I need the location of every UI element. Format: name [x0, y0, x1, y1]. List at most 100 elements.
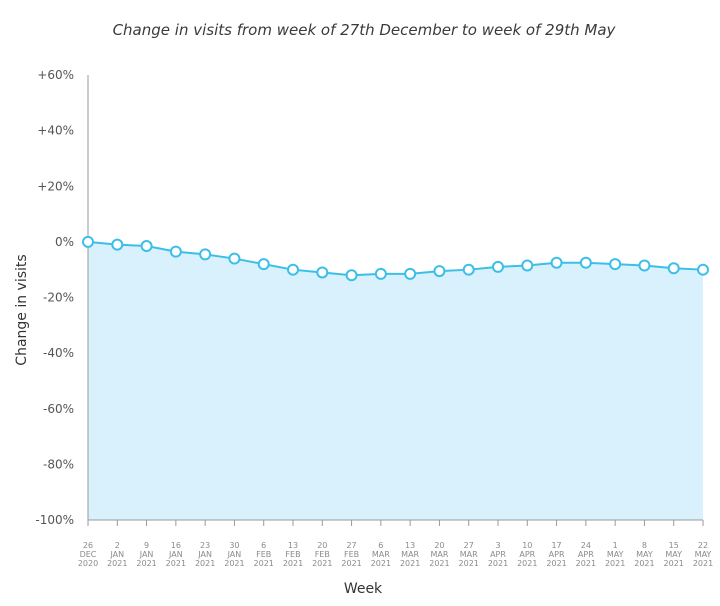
x-tick-label: JAN — [109, 550, 124, 559]
x-tick-label: 3 — [495, 541, 500, 550]
data-point[interactable] — [111, 238, 124, 251]
data-point[interactable] — [82, 235, 94, 248]
marker-layer — [82, 235, 709, 282]
x-tick-label: JAN — [197, 550, 212, 559]
y-axis-label: Change in visits — [14, 254, 30, 365]
x-axis-label: Week — [344, 581, 383, 597]
data-point[interactable] — [316, 266, 329, 279]
x-tick-label: 2021 — [576, 559, 596, 568]
x-tick-label: 2021 — [517, 559, 537, 568]
y-tick-labels: +60% +40% +20% 0% -20% -40% -60% -80% -100% — [35, 68, 74, 527]
x-tick-label: 2021 — [107, 559, 127, 568]
x-tick-label: 2021 — [283, 559, 303, 568]
data-point[interactable] — [345, 269, 358, 282]
data-point[interactable] — [140, 240, 153, 253]
y-tick-label: +20% — [37, 179, 74, 193]
y-tick-label: -40% — [43, 346, 74, 360]
x-tick-label: 27 — [464, 541, 474, 550]
y-tick-label: -80% — [43, 457, 74, 471]
data-point[interactable] — [697, 263, 709, 276]
x-tick-label: 13 — [405, 541, 415, 550]
x-tick-label: 6 — [378, 541, 383, 550]
x-tick-label: APR — [519, 550, 535, 559]
x-tick-label: 17 — [551, 541, 561, 550]
y-tick-label: +40% — [37, 124, 74, 138]
x-tick-label: MAR — [460, 550, 478, 559]
x-tick-label: 24 — [581, 541, 591, 550]
x-tick-label: 2021 — [546, 559, 566, 568]
x-tick-label: 2021 — [693, 559, 713, 568]
data-point[interactable] — [287, 263, 299, 276]
data-point[interactable] — [169, 245, 182, 258]
y-tick-label: -20% — [43, 291, 74, 305]
x-tick-label: MAR — [401, 550, 419, 559]
x-tick-label: MAR — [430, 550, 448, 559]
axis-layer — [87, 75, 704, 526]
x-tick-label: MAY — [665, 550, 682, 559]
y-tick-label: 0% — [55, 235, 74, 249]
x-tick-label: 20 — [317, 541, 327, 550]
data-point[interactable] — [199, 248, 212, 261]
y-tick-label: +60% — [37, 68, 74, 82]
data-point[interactable] — [638, 259, 651, 272]
x-tick-label: 2021 — [459, 559, 479, 568]
x-tick-label: 8 — [642, 541, 647, 550]
x-tick-label: 2021 — [195, 559, 215, 568]
x-tick-label: 2021 — [605, 559, 625, 568]
x-tick-label: APR — [549, 550, 565, 559]
x-tick-label: 2021 — [341, 559, 361, 568]
x-tick-label: FEB — [285, 550, 300, 559]
x-tick-label: 1 — [613, 541, 618, 550]
x-tick-label: FEB — [315, 550, 330, 559]
data-point[interactable] — [667, 262, 680, 275]
y-tick-label: -60% — [43, 402, 74, 416]
data-point[interactable] — [579, 256, 592, 269]
x-tick-label: APR — [490, 550, 506, 559]
data-point[interactable] — [404, 267, 417, 280]
data-point[interactable] — [492, 260, 504, 273]
x-tick-label: MAR — [372, 550, 390, 559]
data-point[interactable] — [374, 267, 387, 280]
x-tick-label: 26 — [83, 541, 93, 550]
series-line — [87, 240, 704, 277]
x-tick-label: 2021 — [634, 559, 654, 568]
data-point[interactable] — [609, 258, 622, 271]
x-tick-label: APR — [578, 550, 594, 559]
x-tick-label: 2020 — [78, 559, 98, 568]
data-point[interactable] — [462, 263, 475, 276]
x-tick-label: 2021 — [166, 559, 186, 568]
chart-title: Change in visits from week of 27th Decem… — [113, 21, 617, 39]
x-tick-label: FEB — [344, 550, 359, 559]
x-tick-label: 2021 — [254, 559, 274, 568]
x-tick-label: 2021 — [488, 559, 508, 568]
x-tick-label: 2 — [115, 541, 120, 550]
data-point[interactable] — [521, 259, 534, 272]
data-point[interactable] — [257, 258, 270, 271]
x-tick-label: 9 — [144, 541, 149, 550]
x-tick-label: 2021 — [664, 559, 684, 568]
x-tick-label: JAN — [227, 550, 242, 559]
x-tick-label: 22 — [698, 541, 708, 550]
x-tick-label: 27 — [346, 541, 356, 550]
x-tick-label: 2021 — [312, 559, 332, 568]
x-tick-label: MAY — [695, 550, 712, 559]
x-tick-label: 2021 — [371, 559, 391, 568]
x-tick-label: 2021 — [136, 559, 156, 568]
x-tick-label: 30 — [229, 541, 239, 550]
x-tick-label: JAN — [168, 550, 183, 559]
data-point[interactable] — [228, 252, 241, 265]
x-tick-label: 2021 — [400, 559, 420, 568]
data-point[interactable] — [550, 256, 563, 269]
x-tick-label: 20 — [434, 541, 444, 550]
x-tick-label: 13 — [288, 541, 298, 550]
x-tick-label: 6 — [261, 541, 266, 550]
x-tick-label: DEC — [80, 550, 97, 559]
line-layer — [87, 240, 704, 277]
x-tick-label: MAY — [636, 550, 653, 559]
x-tick-labels: 26DEC20202JAN20219JAN202116JAN202123JAN2… — [78, 541, 713, 568]
x-tick-label: 16 — [171, 541, 181, 550]
x-tick-label: 15 — [669, 541, 679, 550]
x-tick-label: 23 — [200, 541, 210, 550]
data-point[interactable] — [433, 265, 446, 278]
